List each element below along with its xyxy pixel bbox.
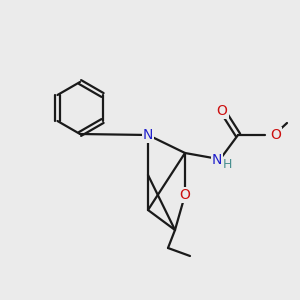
Text: N: N: [143, 128, 153, 142]
Text: H: H: [222, 158, 232, 170]
Text: O: O: [270, 128, 281, 142]
Text: O: O: [217, 104, 227, 118]
Text: O: O: [180, 188, 190, 202]
Text: N: N: [212, 153, 222, 167]
